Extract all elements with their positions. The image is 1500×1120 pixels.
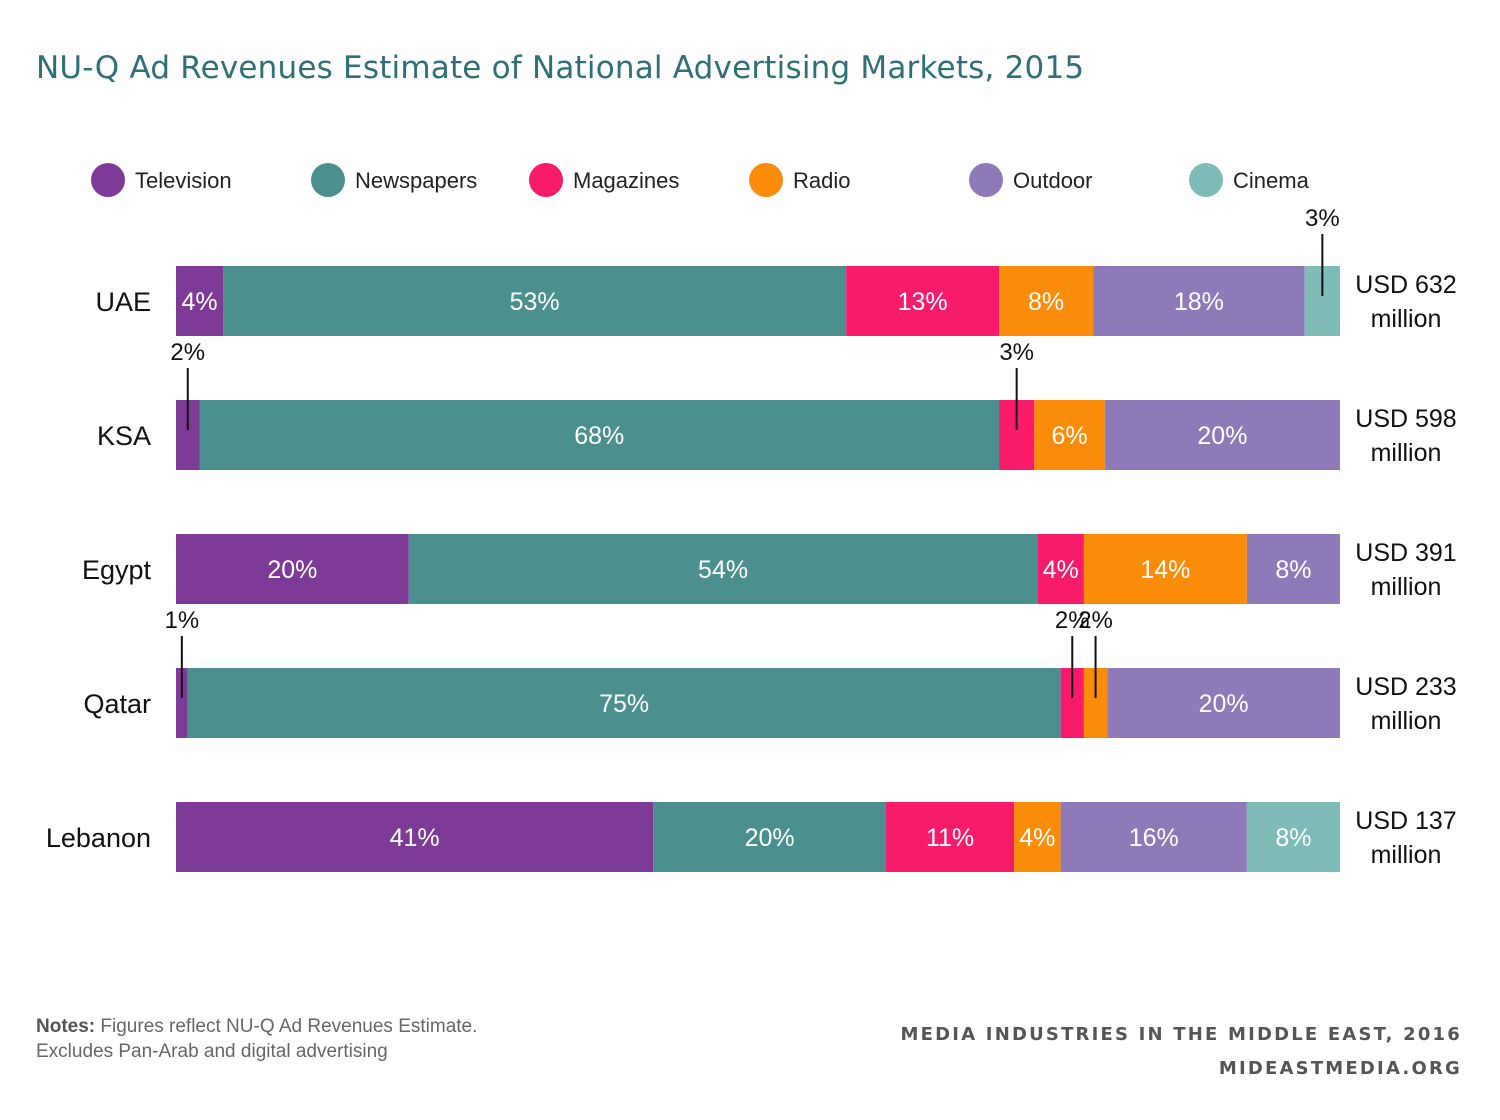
total-unit-uae: million: [1371, 305, 1442, 333]
bar-qatar-radio: [1083, 668, 1108, 738]
data-label-uae-cinema: 3%: [1305, 205, 1340, 232]
row-label-uae: UAE: [95, 287, 151, 317]
bar-ksa-newspapers: [199, 400, 1000, 470]
bar-ksa-television: [176, 400, 200, 470]
data-label-lebanon-outdoor: 16%: [1129, 824, 1179, 852]
legend-label-outdoor: Outdoor: [1013, 168, 1093, 193]
chart-title: NU-Q Ad Revenues Estimate of National Ad…: [36, 50, 1085, 86]
data-label-ksa-outdoor: 20%: [1197, 422, 1247, 450]
row-label-qatar: Qatar: [83, 689, 151, 719]
data-label-qatar-outdoor: 20%: [1199, 690, 1249, 718]
bar-lebanon-outdoor: [1060, 802, 1247, 872]
bar-egypt-outdoor: [1246, 534, 1340, 604]
legend-swatch-television: [91, 163, 125, 197]
notes-line-2: Excludes Pan-Arab and digital advertisin…: [36, 1041, 388, 1062]
legend-label-radio: Radio: [793, 168, 850, 193]
data-label-uae-magazines: 13%: [898, 288, 948, 316]
data-label-qatar-television: 1%: [164, 607, 199, 634]
total-label-lebanon: USD 137: [1355, 807, 1456, 835]
total-label-uae: USD 632: [1355, 271, 1456, 299]
data-label-egypt-television: 20%: [267, 556, 317, 584]
bar-ksa-radio: [1034, 400, 1105, 470]
legend-label-cinema: Cinema: [1233, 168, 1310, 193]
bar-uae-newspapers: [223, 266, 847, 336]
legend-swatch-radio: [749, 163, 783, 197]
data-label-egypt-radio: 14%: [1140, 556, 1190, 584]
legend: Television Newspapers Magazines Radio Outdoo…: [91, 163, 1310, 197]
bar-qatar-outdoor: [1107, 668, 1340, 738]
data-label-lebanon-radio: 4%: [1019, 824, 1055, 852]
bar-uae-radio: [999, 266, 1094, 336]
legend-label-newspapers: Newspapers: [355, 168, 477, 193]
data-label-egypt-magazines: 4%: [1043, 556, 1079, 584]
data-label-lebanon-cinema: 8%: [1275, 824, 1311, 852]
total-unit-qatar: million: [1371, 707, 1442, 735]
data-label-ksa-radio: 6%: [1052, 422, 1088, 450]
total-unit-ksa: million: [1371, 439, 1442, 467]
bar-qatar-magazines: [1060, 668, 1084, 738]
row-label-lebanon: Lebanon: [46, 823, 151, 853]
legend-swatch-outdoor: [969, 163, 1003, 197]
bar-uae-outdoor: [1093, 266, 1305, 336]
bar-egypt-television: [176, 534, 409, 604]
bar-uae-television: [176, 266, 224, 336]
total-label-qatar: USD 233: [1355, 673, 1456, 701]
bar-egypt-radio: [1083, 534, 1247, 604]
legend-swatch-cinema: [1189, 163, 1223, 197]
source: MEDIA INDUSTRIES IN THE MIDDLE EAST, 201…: [901, 1018, 1462, 1086]
data-label-egypt-newspapers: 54%: [698, 556, 748, 584]
data-label-lebanon-newspapers: 20%: [745, 824, 795, 852]
legend-label-television: Television: [135, 168, 232, 193]
row-label-ksa: KSA: [97, 421, 151, 451]
data-label-qatar-radio: 2%: [1078, 607, 1113, 634]
total-unit-egypt: million: [1371, 573, 1442, 601]
legend-label-magazines: Magazines: [573, 168, 679, 193]
total-label-ksa: USD 598: [1355, 405, 1456, 433]
data-label-ksa-magazines: 3%: [999, 339, 1034, 366]
notes-label: Notes:: [36, 1016, 96, 1037]
total-unit-lebanon: million: [1371, 841, 1442, 869]
notes-line-1: Figures reflect NU-Q Ad Revenues Estimat…: [95, 1016, 478, 1037]
bar-ksa-outdoor: [1104, 400, 1340, 470]
bar-lebanon-radio: [1014, 802, 1061, 872]
bar-egypt-magazines: [1037, 534, 1084, 604]
data-label-uae-outdoor: 18%: [1174, 288, 1224, 316]
data-label-egypt-outdoor: 8%: [1275, 556, 1311, 584]
bar-qatar-television: [176, 668, 188, 738]
legend-swatch-magazines: [529, 163, 563, 197]
bar-lebanon-newspapers: [653, 802, 887, 872]
bar-lebanon-cinema: [1246, 802, 1340, 872]
notes: Notes: Figures reflect NU-Q Ad Revenues …: [36, 1014, 477, 1064]
data-label-qatar-newspapers: 75%: [599, 690, 649, 718]
data-label-lebanon-television: 41%: [390, 824, 440, 852]
bar-qatar-newspapers: [187, 668, 1061, 738]
source-line-1: MEDIA INDUSTRIES IN THE MIDDLE EAST, 201…: [900, 1024, 1462, 1045]
data-label-uae-radio: 8%: [1028, 288, 1064, 316]
data-label-ksa-newspapers: 68%: [574, 422, 624, 450]
data-label-ksa-television: 2%: [170, 339, 205, 366]
bar-uae-magazines: [846, 266, 1000, 336]
source-line-2: MIDEASTMEDIA.ORG: [1218, 1058, 1462, 1079]
data-label-uae-newspapers: 53%: [510, 288, 560, 316]
bar-lebanon-television: [176, 802, 654, 872]
total-label-egypt: USD 391: [1355, 539, 1456, 567]
legend-swatch-newspapers: [311, 163, 345, 197]
bar-lebanon-magazines: [886, 802, 1015, 872]
bar-egypt-newspapers: [408, 534, 1038, 604]
data-label-uae-television: 4%: [181, 288, 217, 316]
bars: UAE 4% 53% 13% 8% 18% 3% USD 632 million KSA 2% 68%…: [46, 205, 1457, 872]
data-label-qatar-magazines: 2%: [1055, 607, 1090, 634]
row-label-egypt: Egypt: [82, 555, 152, 585]
data-label-lebanon-magazines: 11%: [926, 824, 974, 852]
